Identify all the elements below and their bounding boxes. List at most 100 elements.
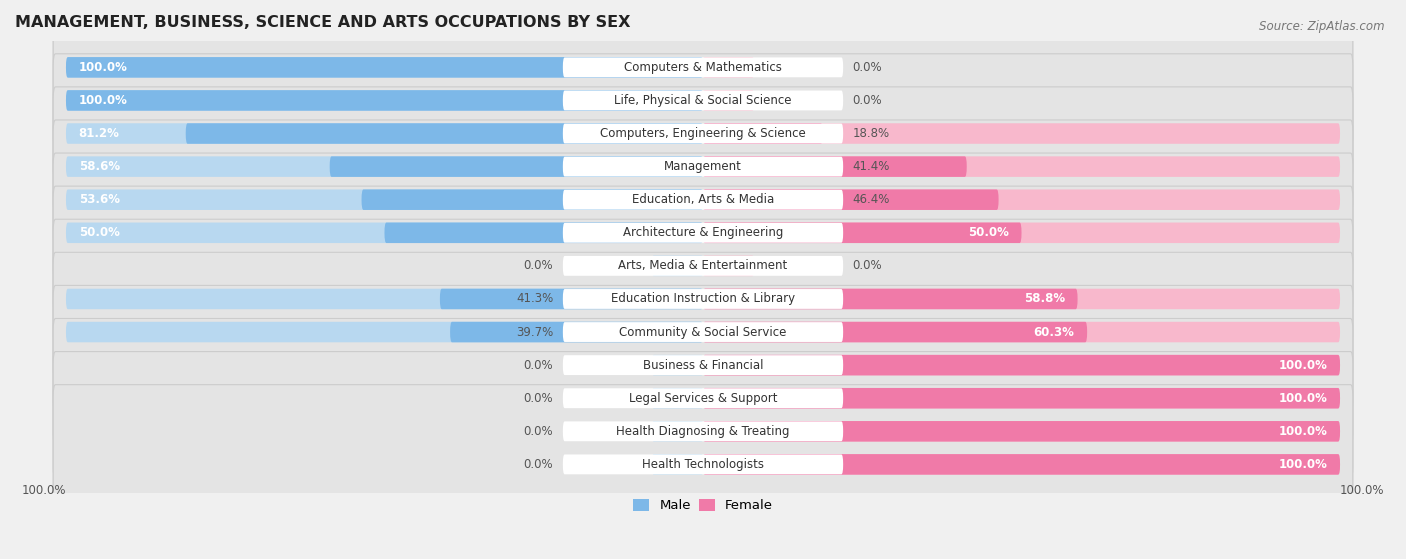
FancyBboxPatch shape — [66, 90, 703, 111]
FancyBboxPatch shape — [66, 288, 703, 309]
FancyBboxPatch shape — [703, 421, 1340, 442]
FancyBboxPatch shape — [703, 57, 754, 78]
FancyBboxPatch shape — [703, 355, 1340, 376]
FancyBboxPatch shape — [703, 322, 1087, 342]
FancyBboxPatch shape — [562, 58, 844, 77]
FancyBboxPatch shape — [703, 388, 1340, 409]
FancyBboxPatch shape — [53, 0, 1353, 147]
FancyBboxPatch shape — [703, 255, 754, 276]
Text: 100.0%: 100.0% — [21, 484, 66, 497]
FancyBboxPatch shape — [66, 90, 703, 111]
Text: Arts, Media & Entertainment: Arts, Media & Entertainment — [619, 259, 787, 272]
Text: 0.0%: 0.0% — [523, 259, 554, 272]
Text: 100.0%: 100.0% — [79, 61, 128, 74]
FancyBboxPatch shape — [703, 421, 1340, 442]
FancyBboxPatch shape — [440, 288, 703, 309]
Text: 46.4%: 46.4% — [852, 193, 890, 206]
FancyBboxPatch shape — [652, 388, 703, 409]
FancyBboxPatch shape — [703, 90, 754, 111]
FancyBboxPatch shape — [53, 319, 1353, 478]
FancyBboxPatch shape — [562, 124, 844, 144]
Text: 0.0%: 0.0% — [523, 359, 554, 372]
FancyBboxPatch shape — [562, 256, 844, 276]
Text: 0.0%: 0.0% — [852, 94, 883, 107]
Text: Computers & Mathematics: Computers & Mathematics — [624, 61, 782, 74]
FancyBboxPatch shape — [703, 222, 1022, 243]
FancyBboxPatch shape — [562, 322, 844, 342]
FancyBboxPatch shape — [562, 157, 844, 177]
FancyBboxPatch shape — [66, 157, 703, 177]
FancyBboxPatch shape — [53, 54, 1353, 214]
Text: 100.0%: 100.0% — [1340, 484, 1385, 497]
FancyBboxPatch shape — [66, 57, 703, 78]
Text: Life, Physical & Social Science: Life, Physical & Social Science — [614, 94, 792, 107]
Text: Architecture & Engineering: Architecture & Engineering — [623, 226, 783, 239]
FancyBboxPatch shape — [562, 223, 844, 243]
FancyBboxPatch shape — [652, 454, 703, 475]
Text: MANAGEMENT, BUSINESS, SCIENCE AND ARTS OCCUPATIONS BY SEX: MANAGEMENT, BUSINESS, SCIENCE AND ARTS O… — [15, 15, 630, 30]
Text: 0.0%: 0.0% — [523, 458, 554, 471]
Text: Health Technologists: Health Technologists — [643, 458, 763, 471]
Text: 41.3%: 41.3% — [516, 292, 554, 305]
FancyBboxPatch shape — [53, 352, 1353, 511]
FancyBboxPatch shape — [652, 421, 703, 442]
FancyBboxPatch shape — [53, 120, 1353, 280]
Text: 60.3%: 60.3% — [1033, 325, 1074, 339]
Text: 18.8%: 18.8% — [852, 127, 890, 140]
FancyBboxPatch shape — [53, 153, 1353, 312]
FancyBboxPatch shape — [53, 219, 1353, 378]
Text: 100.0%: 100.0% — [1278, 392, 1327, 405]
FancyBboxPatch shape — [703, 454, 1340, 475]
Text: Education Instruction & Library: Education Instruction & Library — [612, 292, 794, 305]
Text: Computers, Engineering & Science: Computers, Engineering & Science — [600, 127, 806, 140]
Legend: Male, Female: Male, Female — [627, 494, 779, 518]
FancyBboxPatch shape — [703, 157, 967, 177]
FancyBboxPatch shape — [562, 355, 844, 375]
FancyBboxPatch shape — [703, 190, 998, 210]
FancyBboxPatch shape — [562, 421, 844, 441]
FancyBboxPatch shape — [703, 322, 1340, 342]
Text: 100.0%: 100.0% — [1278, 425, 1327, 438]
Text: 0.0%: 0.0% — [523, 392, 554, 405]
FancyBboxPatch shape — [562, 289, 844, 309]
Text: 100.0%: 100.0% — [1278, 359, 1327, 372]
FancyBboxPatch shape — [53, 286, 1353, 445]
FancyBboxPatch shape — [53, 87, 1353, 247]
FancyBboxPatch shape — [329, 157, 703, 177]
FancyBboxPatch shape — [652, 255, 703, 276]
Text: Management: Management — [664, 160, 742, 173]
FancyBboxPatch shape — [53, 21, 1353, 180]
Text: 0.0%: 0.0% — [852, 61, 883, 74]
FancyBboxPatch shape — [66, 124, 703, 144]
Text: Business & Financial: Business & Financial — [643, 359, 763, 372]
Text: 50.0%: 50.0% — [967, 226, 1008, 239]
FancyBboxPatch shape — [703, 157, 1340, 177]
Text: 0.0%: 0.0% — [852, 259, 883, 272]
FancyBboxPatch shape — [53, 186, 1353, 345]
FancyBboxPatch shape — [703, 222, 1340, 243]
FancyBboxPatch shape — [562, 454, 844, 475]
FancyBboxPatch shape — [53, 385, 1353, 544]
FancyBboxPatch shape — [703, 124, 1340, 144]
Text: Health Diagnosing & Treating: Health Diagnosing & Treating — [616, 425, 790, 438]
FancyBboxPatch shape — [703, 288, 1340, 309]
FancyBboxPatch shape — [384, 222, 703, 243]
FancyBboxPatch shape — [703, 454, 1340, 475]
FancyBboxPatch shape — [703, 288, 1077, 309]
FancyBboxPatch shape — [361, 190, 703, 210]
Text: 39.7%: 39.7% — [516, 325, 554, 339]
FancyBboxPatch shape — [562, 389, 844, 408]
FancyBboxPatch shape — [66, 322, 703, 342]
Text: 58.8%: 58.8% — [1024, 292, 1064, 305]
Text: 58.6%: 58.6% — [79, 160, 120, 173]
Text: 100.0%: 100.0% — [79, 94, 128, 107]
Text: Education, Arts & Media: Education, Arts & Media — [631, 193, 775, 206]
FancyBboxPatch shape — [562, 190, 844, 210]
FancyBboxPatch shape — [703, 124, 823, 144]
Text: 81.2%: 81.2% — [79, 127, 120, 140]
FancyBboxPatch shape — [53, 252, 1353, 412]
Text: 100.0%: 100.0% — [1278, 458, 1327, 471]
FancyBboxPatch shape — [703, 190, 1340, 210]
Text: 53.6%: 53.6% — [79, 193, 120, 206]
FancyBboxPatch shape — [562, 91, 844, 110]
